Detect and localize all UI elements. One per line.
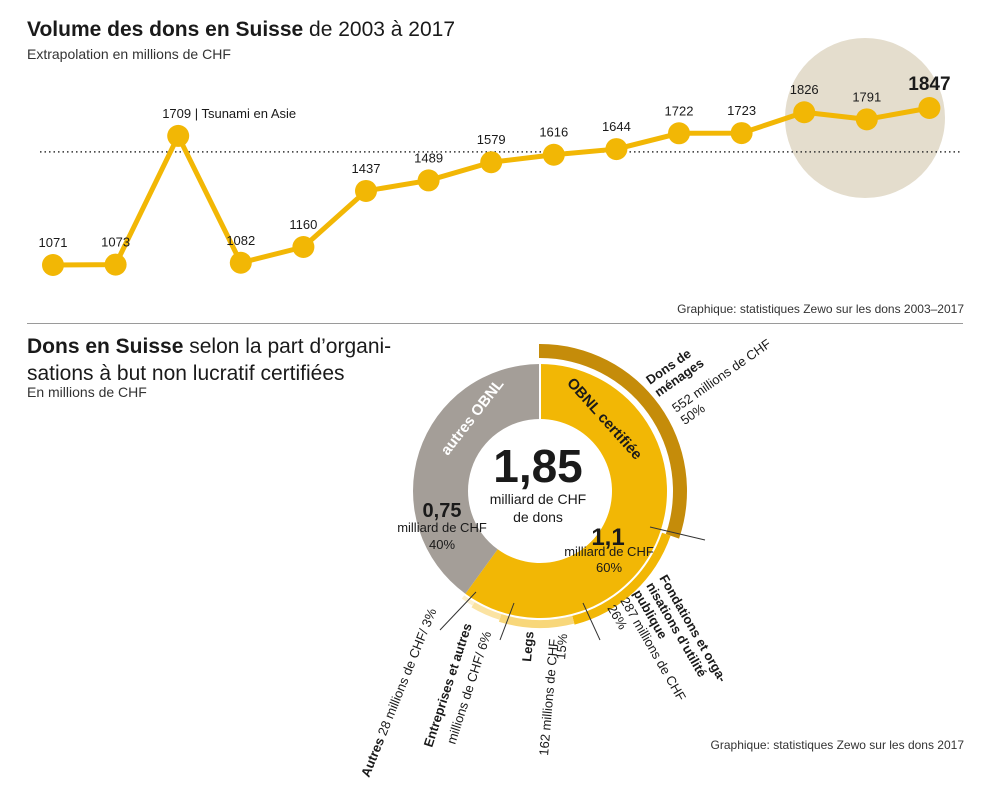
data-point — [355, 179, 377, 202]
center-label: de dons — [513, 509, 563, 525]
data-point — [292, 235, 315, 258]
leader-line — [582, 602, 601, 641]
center-value: 1,85 — [493, 440, 583, 492]
data-label: 1722 — [665, 103, 694, 118]
data-label: 1082 — [226, 233, 255, 248]
line-chart: 1071 1073 1709 | Tsunami en Asie 1082 1160 14… — [39, 38, 960, 276]
data-point — [918, 97, 941, 119]
data-point — [605, 138, 628, 161]
label-dons-menages-line: ménages — [652, 355, 707, 400]
data-label: 1437 — [352, 161, 381, 176]
chart1-title: Volume des dons en Suisse de 2003 à 2017 — [27, 16, 455, 43]
data-point — [167, 124, 190, 147]
percent-autres-obnl: 40% — [429, 537, 455, 552]
value-obnl-certifiee: 1,1 — [591, 524, 624, 551]
data-point — [542, 143, 565, 166]
data-label: 1847 — [908, 74, 950, 95]
data-point — [730, 122, 753, 145]
chart1-title-rest: de 2003 à 2017 — [303, 18, 456, 41]
data-point — [793, 101, 816, 124]
data-label: 1160 — [289, 217, 317, 232]
data-point — [42, 254, 64, 276]
data-label: 1644 — [602, 119, 631, 134]
label-fondations-line: 26% — [604, 602, 630, 632]
data-point — [417, 169, 440, 192]
data-point — [480, 151, 503, 174]
chart1-title-bold: Volume des dons en Suisse — [27, 18, 304, 41]
label-autres-detail: 28 millions de CHF/ 3% — [375, 606, 440, 738]
label-fondations-line: publique — [630, 587, 670, 641]
value-autres-obnl: 0,75 — [423, 500, 462, 522]
segment-obnl-certifiee — [465, 364, 667, 618]
data-label: 1071 — [39, 235, 68, 250]
data-point — [855, 108, 878, 131]
outer-segment — [498, 614, 575, 628]
chart2-subtitle: En millions de CHF — [27, 384, 147, 400]
label-dons-menages-detail-line: 50% — [678, 400, 708, 427]
unit-autres-obnl: milliard de CHF — [397, 520, 487, 535]
outer-segment — [540, 344, 687, 539]
chart1-source: Graphique: statistiques Zewo sur les don… — [677, 302, 964, 316]
data-label: 1489 — [414, 150, 443, 165]
label-legs-percent: 15% — [553, 633, 570, 661]
label-fondations-line: nisations d’utilité — [643, 580, 709, 680]
chart2-title: Dons en Suisse selon la part d’organi-sa… — [27, 333, 391, 387]
leader-line — [499, 602, 515, 641]
chart2-title-line2: sations à but non lucratif certifiées — [27, 362, 345, 385]
data-label: 1616 — [539, 125, 568, 140]
center-label: milliard de CHF — [490, 491, 586, 507]
segment-autres-obnl — [413, 364, 540, 594]
label-dons-menages-detail-line: 552 millions de CHF — [669, 336, 774, 415]
label-autres-title: Autres — [358, 732, 389, 779]
label-dons-menages-line: Dons de — [643, 346, 694, 388]
chart1-subtitle: Extrapolation en millions de CHF — [27, 46, 231, 62]
data-label: 1579 — [477, 132, 506, 147]
label-entreprises-detail: millions de CHF/ 6% — [444, 629, 495, 746]
data-point — [668, 122, 690, 145]
outer-segment — [471, 602, 502, 620]
label-legs-detail: 162 millions de CHF — [536, 638, 561, 756]
label-obnl-certifiee: OBNL certifiée — [563, 375, 645, 464]
chart2-title-bold: Dons en Suisse — [27, 335, 184, 358]
data-label: 1073 — [101, 235, 130, 250]
unit-obnl-certifiee: milliard de CHF — [564, 544, 654, 559]
leader-line — [439, 591, 477, 631]
label-autres: Autres 28 millions de CHF/ 3% — [358, 606, 440, 779]
label-autres-obnl: autres OBNL — [438, 376, 508, 459]
leader-line — [649, 526, 706, 541]
chart2-title-rest: selon la part d’organi- — [183, 335, 392, 358]
label-entreprises-title: Entreprises et autres — [421, 621, 475, 749]
section-divider — [27, 323, 963, 324]
data-label: 1709 | Tsunami en Asie — [162, 106, 296, 121]
label-fondations-line: 287 millions de CHF — [617, 595, 689, 704]
data-point — [104, 253, 127, 276]
outer-segment — [572, 532, 671, 625]
data-label: 1791 — [852, 89, 881, 104]
data-point — [229, 251, 252, 274]
label-fondations: Fondations et orga-nisations d’utilitépu… — [604, 572, 730, 704]
percent-obnl-certifiee: 60% — [596, 560, 622, 575]
label-fondations-line: Fondations et orga- — [656, 572, 730, 685]
outer-segment — [461, 595, 475, 606]
data-label: 1826 — [790, 82, 819, 97]
label-legs-title: Legs — [519, 631, 537, 663]
data-label: 1723 — [727, 103, 756, 118]
chart2-source: Graphique: statistiques Zewo sur les don… — [710, 738, 964, 752]
